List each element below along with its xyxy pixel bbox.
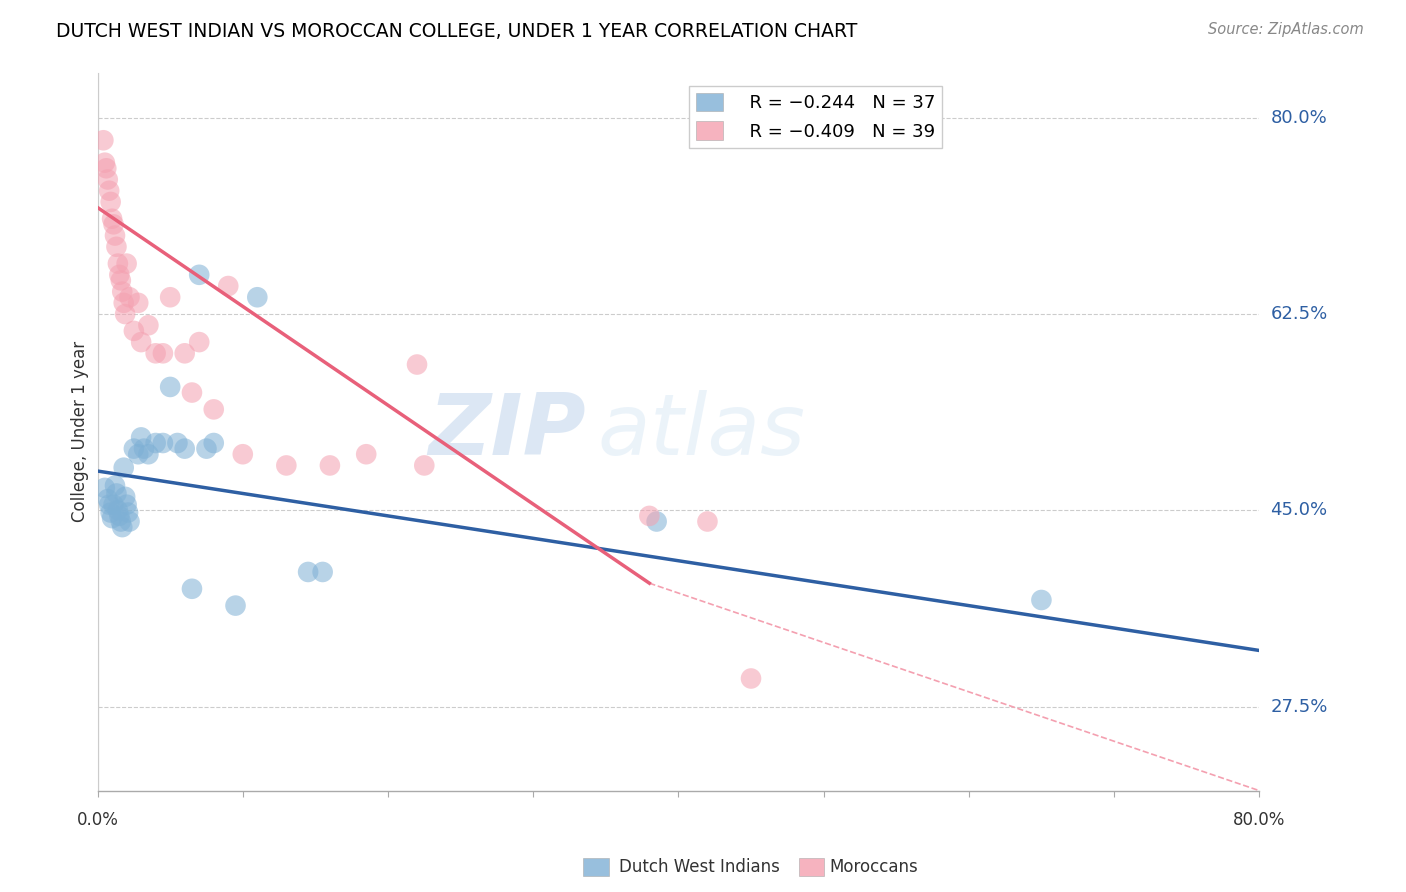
Point: [173, 346, 195, 360]
Point: [107, 257, 129, 271]
Point: [98, 184, 121, 198]
Point: [112, 296, 135, 310]
Point: [413, 458, 436, 473]
Point: [173, 442, 195, 456]
Point: [138, 318, 160, 333]
Point: [104, 478, 127, 492]
Point: [115, 498, 138, 512]
Point: [103, 498, 125, 512]
Point: [129, 430, 152, 444]
Point: [114, 490, 136, 504]
Point: [105, 486, 128, 500]
Point: [100, 506, 122, 520]
Point: [195, 442, 218, 456]
Point: [111, 285, 134, 299]
Point: [354, 447, 377, 461]
Point: [127, 296, 149, 310]
Text: 45.0%: 45.0%: [1271, 501, 1327, 519]
Point: [297, 565, 319, 579]
Point: [638, 508, 661, 523]
Point: [188, 268, 211, 282]
Point: [166, 436, 188, 450]
Point: [246, 290, 269, 304]
Text: 0.0%: 0.0%: [77, 811, 118, 829]
Point: [110, 515, 132, 529]
Point: [188, 335, 211, 350]
Point: [98, 498, 121, 512]
Point: [117, 506, 139, 520]
Point: [319, 458, 342, 473]
Point: [181, 582, 204, 596]
Y-axis label: College, Under 1 year: College, Under 1 year: [72, 342, 89, 523]
Point: [96, 161, 118, 176]
Point: [127, 447, 149, 461]
Point: [740, 672, 762, 686]
Point: [145, 346, 167, 360]
Text: 62.5%: 62.5%: [1271, 305, 1327, 323]
Point: [225, 599, 247, 613]
Legend:   R = −0.244   N = 37,   R = −0.409   N = 39: R = −0.244 N = 37, R = −0.409 N = 39: [689, 86, 942, 148]
Point: [232, 447, 254, 461]
Point: [93, 133, 115, 147]
Point: [97, 492, 120, 507]
Point: [101, 511, 124, 525]
Point: [101, 211, 124, 226]
Point: [129, 335, 152, 350]
Text: Moroccans: Moroccans: [830, 858, 918, 876]
Point: [217, 279, 239, 293]
Point: [97, 172, 120, 186]
Point: [276, 458, 298, 473]
Point: [696, 515, 718, 529]
Point: [112, 460, 135, 475]
Point: [100, 194, 122, 209]
Point: [103, 218, 125, 232]
Point: [108, 508, 131, 523]
Point: [115, 257, 138, 271]
Point: [94, 481, 117, 495]
Point: [118, 290, 141, 304]
Point: [114, 307, 136, 321]
Point: [181, 385, 204, 400]
Text: 27.5%: 27.5%: [1271, 698, 1327, 715]
Point: [202, 436, 225, 450]
Point: [105, 240, 128, 254]
Point: [122, 442, 145, 456]
Point: [202, 402, 225, 417]
Text: Dutch West Indians: Dutch West Indians: [619, 858, 779, 876]
Point: [110, 273, 132, 287]
Point: [118, 515, 141, 529]
Text: atlas: atlas: [598, 391, 806, 474]
Point: [132, 442, 155, 456]
Point: [111, 520, 134, 534]
Point: [108, 268, 131, 282]
Point: [152, 436, 174, 450]
Point: [94, 155, 117, 169]
Text: DUTCH WEST INDIAN VS MOROCCAN COLLEGE, UNDER 1 YEAR CORRELATION CHART: DUTCH WEST INDIAN VS MOROCCAN COLLEGE, U…: [56, 22, 858, 41]
Point: [645, 515, 668, 529]
Point: [152, 346, 174, 360]
Point: [159, 290, 181, 304]
Text: Source: ZipAtlas.com: Source: ZipAtlas.com: [1208, 22, 1364, 37]
Point: [145, 436, 167, 450]
Point: [138, 447, 160, 461]
Text: 80.0%: 80.0%: [1271, 109, 1327, 127]
Point: [104, 228, 127, 243]
Text: 80.0%: 80.0%: [1233, 811, 1285, 829]
Point: [1031, 593, 1053, 607]
Point: [107, 503, 129, 517]
Point: [159, 380, 181, 394]
Text: ZIP: ZIP: [427, 391, 585, 474]
Point: [122, 324, 145, 338]
Point: [406, 358, 429, 372]
Point: [311, 565, 333, 579]
